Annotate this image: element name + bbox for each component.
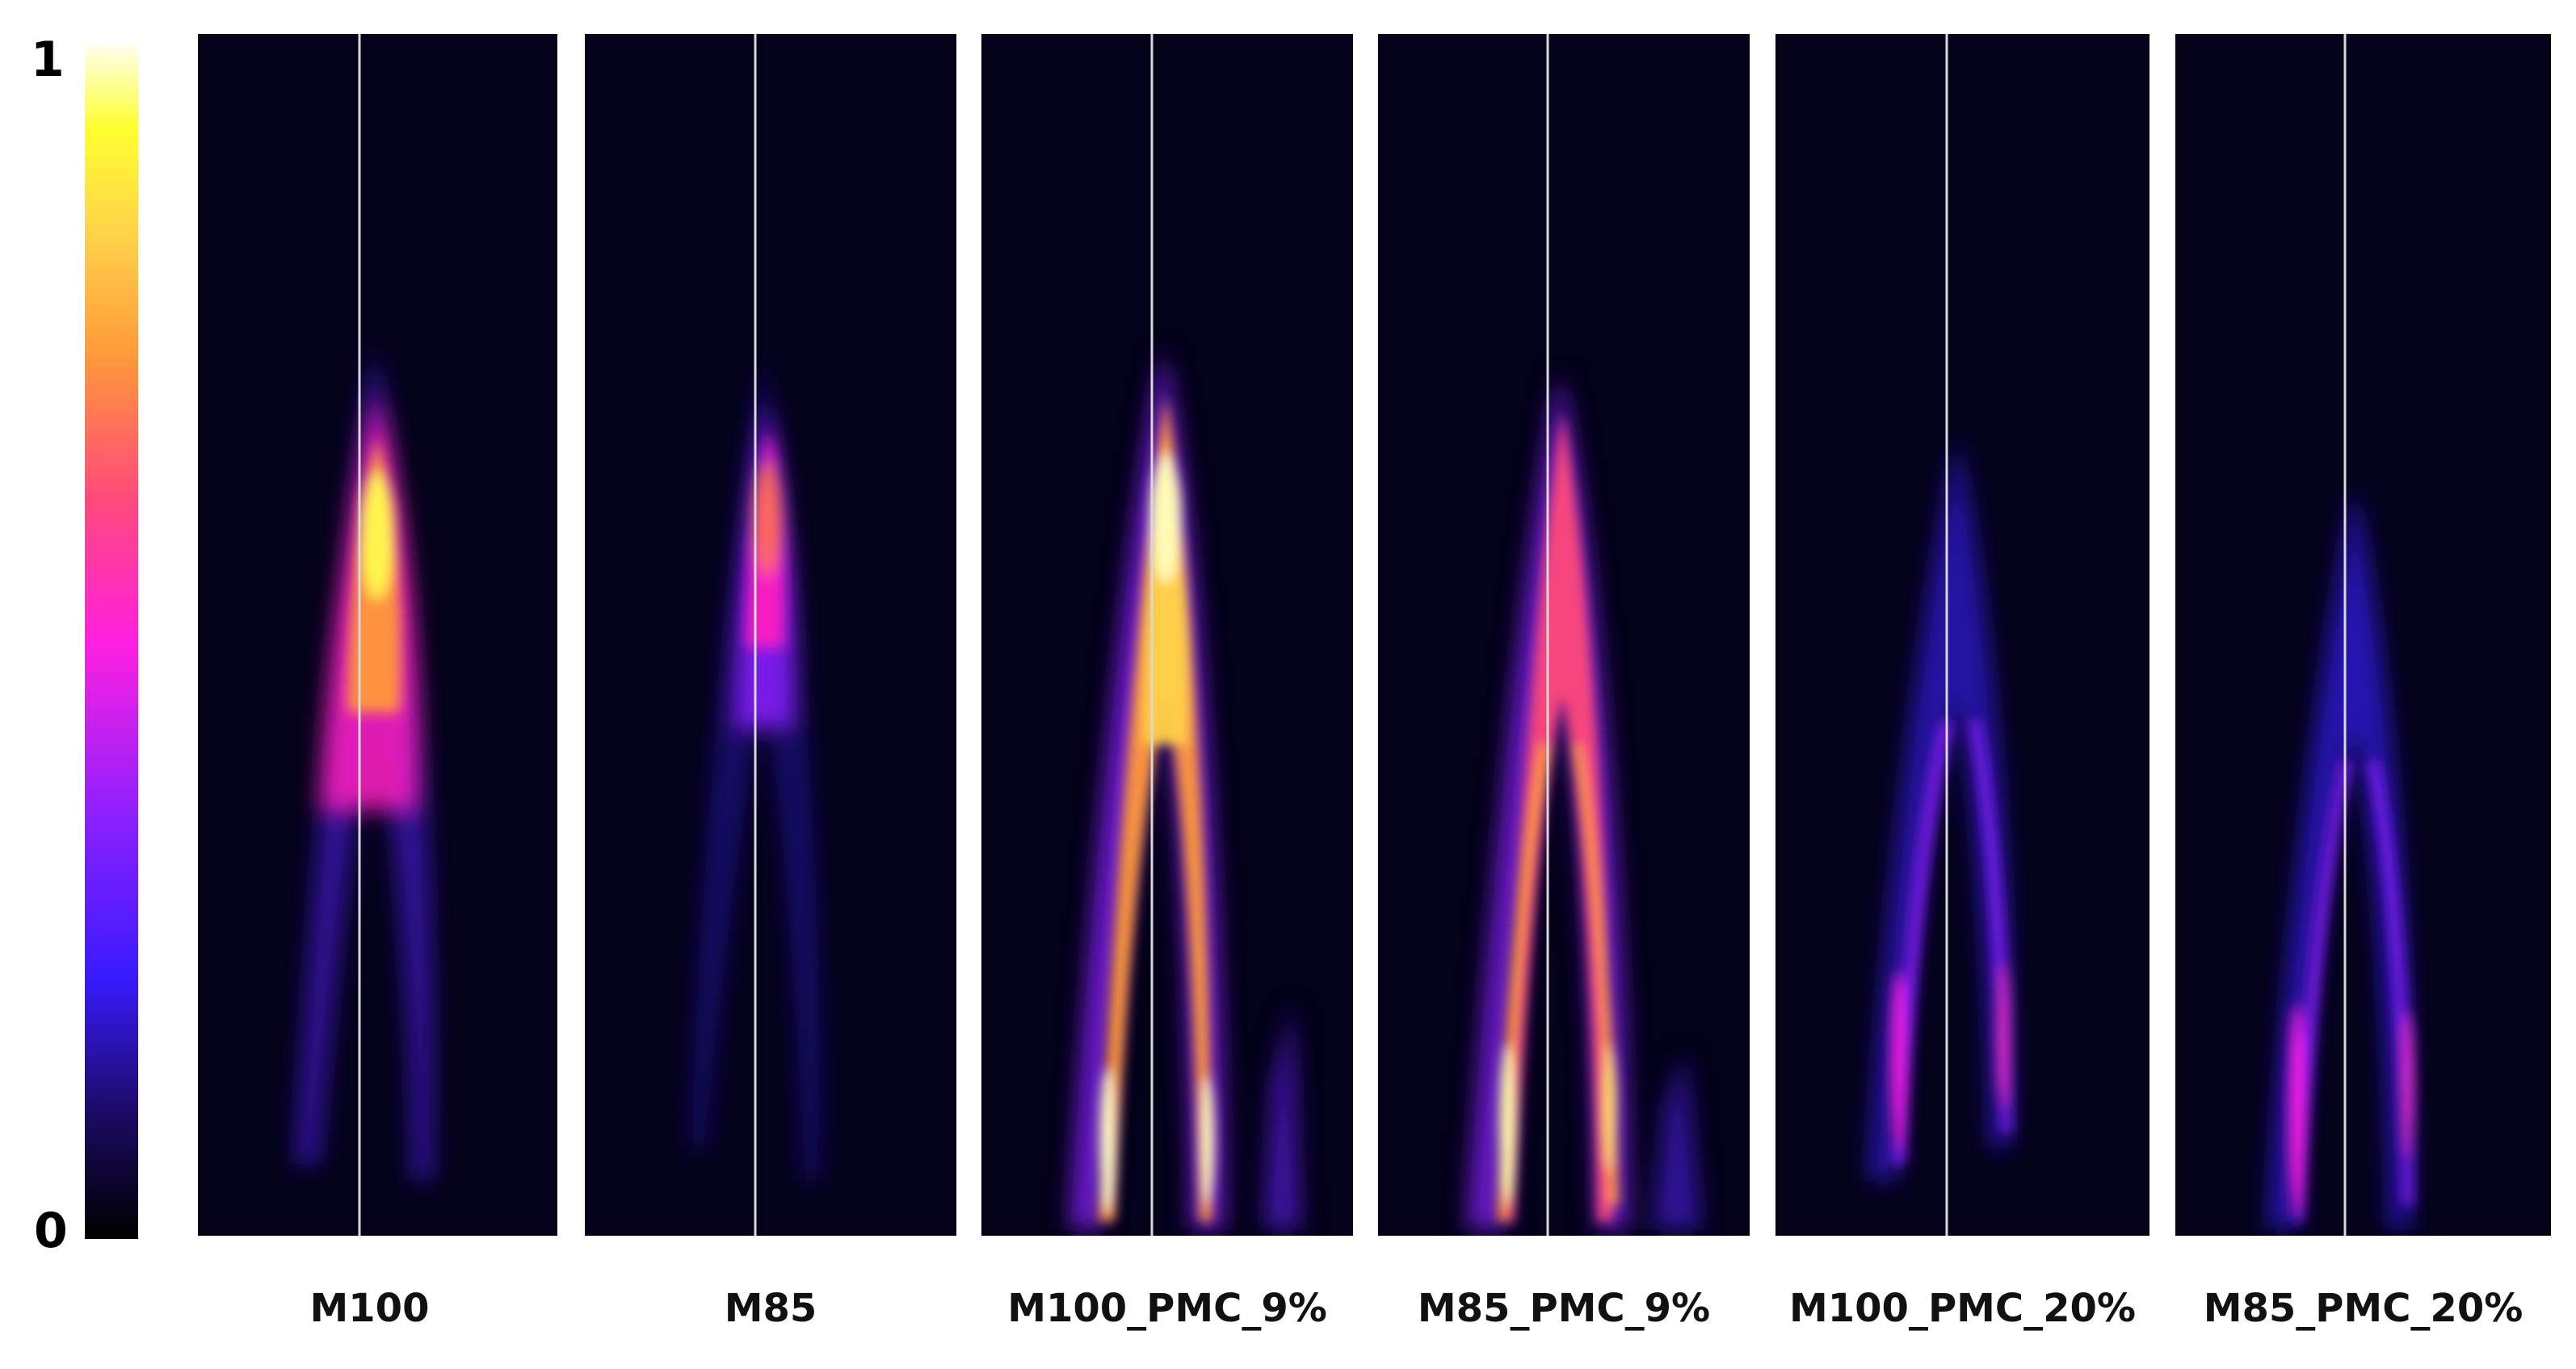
panel-label-m85-pmc-20: M85_PMC_20% xyxy=(2203,1286,2523,1331)
panel-label-m85-pmc-9: M85_PMC_9% xyxy=(1417,1286,1711,1331)
panel-m100 xyxy=(198,34,557,1236)
panel-m100-pmc-9 xyxy=(981,34,1353,1236)
colorbar-min-label: 0 xyxy=(34,1203,68,1259)
panel-m85-pmc-20 xyxy=(2175,34,2551,1236)
colorbar xyxy=(85,44,138,1239)
panel-label-m85: M85 xyxy=(724,1286,817,1331)
colorbar-max-label: 1 xyxy=(31,31,65,88)
panel-m100-pmc-20 xyxy=(1775,34,2149,1236)
panel-label-m100-pmc-9: M100_PMC_9% xyxy=(1007,1286,1327,1331)
panel-label-m100-pmc-20: M100_PMC_20% xyxy=(1788,1286,2137,1331)
panel-label-m100: M100 xyxy=(309,1286,430,1331)
panel-m85-pmc-9 xyxy=(1378,34,1750,1236)
panel-m85 xyxy=(585,34,956,1236)
